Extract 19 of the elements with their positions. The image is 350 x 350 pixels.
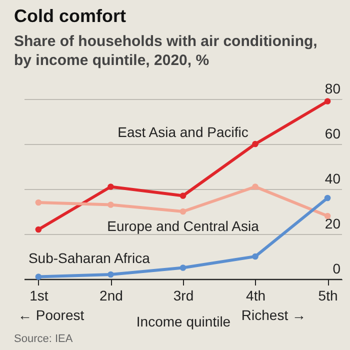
source-note: Source: IEA xyxy=(14,333,74,345)
y-tick-label: 20 xyxy=(324,216,341,232)
y-tick-label: 0 xyxy=(332,260,341,276)
chart-title: Cold comfort xyxy=(14,6,126,26)
x-tick-label: 1st xyxy=(30,288,48,304)
x-tick-label: 2nd xyxy=(100,288,123,304)
x-tick-label: 5th xyxy=(318,288,338,304)
text: Richest → xyxy=(241,307,306,323)
series-label: Europe and Central Asia xyxy=(107,218,260,234)
series-label: East Asia and Pacific xyxy=(118,124,248,140)
text: ← Poorest xyxy=(18,307,84,323)
y-tick-label: 40 xyxy=(324,170,341,186)
y-tick-label: 80 xyxy=(324,80,341,96)
x-axis-title: Income quintile xyxy=(136,314,231,330)
x-tick-label: 3rd xyxy=(173,288,194,304)
y-tick-label: 60 xyxy=(324,126,341,142)
series-label: Sub-Saharan Africa xyxy=(28,250,150,266)
chart-subtitle: Share of households with air conditioning, by income quintile, 2020, % xyxy=(14,33,318,69)
x-tick-label: 4th xyxy=(246,288,266,304)
